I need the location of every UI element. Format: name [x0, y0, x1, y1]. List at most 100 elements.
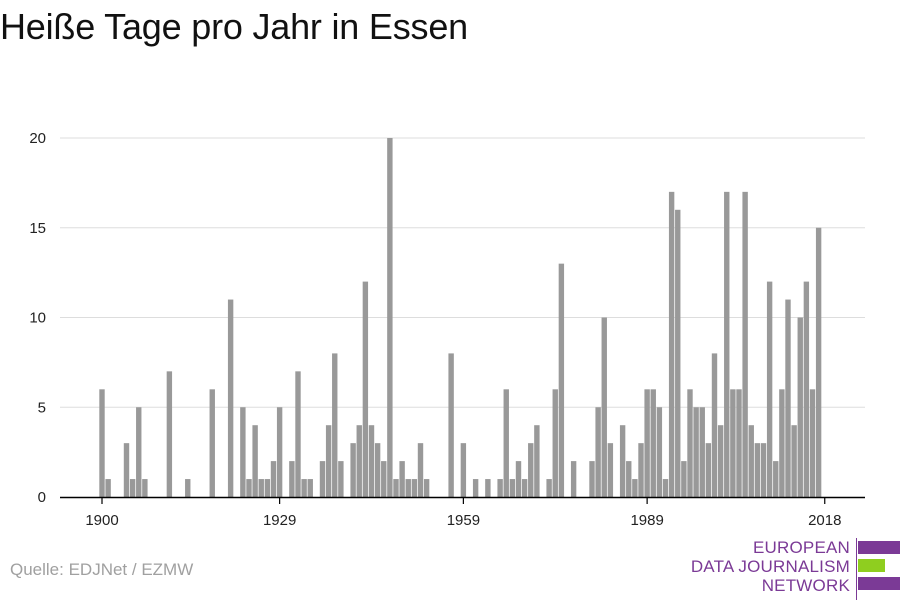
bar-2014[interactable] — [797, 317, 803, 498]
bar-1971[interactable] — [534, 425, 540, 497]
bar-1959[interactable] — [460, 443, 467, 497]
bar-1901[interactable] — [105, 479, 111, 497]
bar-1989[interactable] — [644, 389, 650, 497]
bar-1926[interactable] — [258, 479, 264, 497]
bar-2004[interactable] — [736, 389, 742, 497]
bar-1953[interactable] — [423, 479, 430, 497]
bar-1907[interactable] — [142, 479, 148, 497]
bar-1923[interactable] — [240, 407, 246, 497]
bar-2012[interactable] — [785, 299, 791, 497]
bar-1925[interactable] — [252, 425, 258, 497]
bar-1965[interactable] — [497, 479, 503, 497]
bar-1947[interactable] — [387, 138, 393, 497]
bar-1993[interactable] — [668, 191, 675, 497]
bar-1937[interactable] — [325, 425, 332, 497]
bar-1932[interactable] — [295, 371, 301, 497]
x-tick-label: 1900 — [85, 512, 118, 529]
bar-1995[interactable] — [681, 461, 687, 497]
bar-1933[interactable] — [301, 479, 307, 497]
bar-2003[interactable] — [730, 389, 736, 497]
chart-title: Heiße Tage pro Jahr in Essen — [0, 6, 468, 47]
bar-1943[interactable] — [362, 281, 369, 497]
bar-1950[interactable] — [405, 479, 411, 497]
bar-1951[interactable] — [411, 479, 418, 497]
bar-2011[interactable] — [779, 389, 785, 497]
bar-1997[interactable] — [693, 407, 699, 497]
bar-1999[interactable] — [705, 443, 712, 497]
bar-1990[interactable] — [650, 389, 656, 497]
logo-bar-bottom — [858, 577, 900, 590]
bar-2001[interactable] — [717, 425, 724, 497]
bar-1911[interactable] — [166, 371, 173, 497]
bar-1929[interactable] — [276, 407, 283, 497]
bar-1905[interactable] — [129, 479, 136, 497]
bar-1918[interactable] — [209, 389, 215, 497]
bar-1949[interactable] — [399, 461, 405, 497]
bar-1969[interactable] — [521, 479, 528, 497]
logo-line-1: EUROPEAN — [752, 538, 850, 557]
bar-2016[interactable] — [809, 389, 816, 497]
bar-1934[interactable] — [307, 479, 313, 497]
bar-1994[interactable] — [675, 209, 681, 498]
bar-1988[interactable] — [638, 443, 644, 497]
bar-2006[interactable] — [748, 425, 754, 497]
bar-1941[interactable] — [350, 443, 356, 497]
bar-2013[interactable] — [791, 425, 797, 497]
bar-2009[interactable] — [766, 281, 773, 497]
bar-1982[interactable] — [601, 317, 607, 498]
bar-1928[interactable] — [270, 461, 277, 497]
bar-1931[interactable] — [289, 461, 295, 497]
bar-1914[interactable] — [185, 479, 191, 497]
bar-1938[interactable] — [332, 353, 338, 497]
bar-1992[interactable] — [662, 479, 669, 497]
bar-1946[interactable] — [381, 461, 387, 497]
bar-1961[interactable] — [472, 479, 479, 497]
bar-1924[interactable] — [246, 479, 252, 497]
bar-1985[interactable] — [619, 425, 626, 497]
bar-1970[interactable] — [528, 443, 534, 497]
bar-2005[interactable] — [742, 191, 748, 497]
bar-1987[interactable] — [632, 479, 638, 497]
bar-1963[interactable] — [485, 479, 491, 497]
bar-2017[interactable] — [815, 227, 822, 497]
bar-1952[interactable] — [417, 443, 424, 497]
bar-1980[interactable] — [589, 461, 595, 497]
y-tick-label: 0 — [38, 489, 46, 506]
bar-1981[interactable] — [595, 407, 601, 497]
bar-1944[interactable] — [368, 425, 375, 497]
bar-2002[interactable] — [724, 191, 730, 497]
bar-1945[interactable] — [374, 443, 381, 497]
bar-1996[interactable] — [687, 389, 693, 497]
bar-1939[interactable] — [338, 461, 344, 497]
bar-2015[interactable] — [803, 281, 810, 497]
bar-2000[interactable] — [711, 353, 718, 497]
bar-1977[interactable] — [570, 461, 577, 497]
bar-1986[interactable] — [626, 461, 632, 497]
bar-1991[interactable] — [656, 407, 663, 497]
bar-1975[interactable] — [558, 263, 565, 497]
bar-2007[interactable] — [754, 443, 761, 497]
bar-1998[interactable] — [699, 407, 705, 497]
bar-1983[interactable] — [607, 443, 614, 497]
x-axis-ticks: 1900 1929 1959 1989 2018 — [85, 497, 841, 529]
bar-2008[interactable] — [760, 443, 767, 497]
bar-1973[interactable] — [546, 479, 552, 497]
bar-1957[interactable] — [448, 353, 454, 497]
bar-1927[interactable] — [264, 479, 271, 497]
x-tick-label: 1989 — [630, 512, 663, 529]
logo-line-2: DATA JOURNALISM — [690, 557, 850, 576]
bar-1921[interactable] — [227, 299, 234, 497]
bar-1904[interactable] — [123, 443, 130, 497]
bar-1968[interactable] — [515, 461, 522, 497]
edjnet-logo[interactable]: EUROPEAN DATA JOURNALISM NETWORK — [691, 538, 900, 600]
bar-2010[interactable] — [773, 461, 779, 497]
bar-1936[interactable] — [319, 461, 326, 497]
logo-separator — [856, 538, 857, 600]
bar-1967[interactable] — [509, 479, 516, 497]
bar-1906[interactable] — [136, 407, 142, 497]
bar-1974[interactable] — [552, 389, 558, 497]
bar-1942[interactable] — [356, 425, 362, 497]
bar-1948[interactable] — [393, 479, 399, 497]
bar-1900[interactable] — [99, 389, 105, 497]
bar-1966[interactable] — [503, 389, 509, 497]
